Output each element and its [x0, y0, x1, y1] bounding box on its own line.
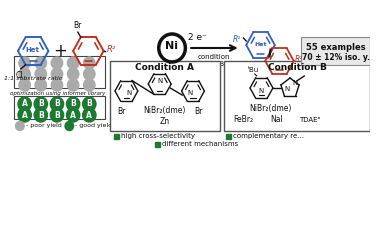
Circle shape	[67, 57, 79, 69]
Text: ᵗBu: ᵗBu	[248, 67, 259, 73]
Circle shape	[35, 57, 47, 69]
Text: - good yield: - good yield	[75, 123, 112, 128]
Circle shape	[19, 68, 30, 80]
Text: B: B	[86, 100, 92, 109]
Text: Condition B: Condition B	[268, 63, 327, 72]
Text: N: N	[127, 90, 132, 96]
Bar	[14, 96, 105, 119]
Text: Ni: Ni	[165, 41, 177, 51]
Circle shape	[83, 68, 95, 80]
Text: high cross-selectivity: high cross-selectivity	[121, 133, 195, 139]
Bar	[114, 134, 119, 139]
Text: TDAEᵃ: TDAEᵃ	[299, 117, 321, 123]
Text: 2 e⁻: 2 e⁻	[188, 34, 207, 42]
Text: A: A	[86, 110, 92, 119]
Circle shape	[83, 108, 96, 122]
Text: R²: R²	[106, 46, 116, 55]
Text: N: N	[292, 80, 297, 86]
Circle shape	[18, 108, 31, 122]
Text: - poor yield: - poor yield	[26, 123, 61, 128]
Bar	[14, 56, 105, 88]
Circle shape	[50, 108, 64, 122]
Text: Br: Br	[117, 107, 126, 116]
Text: NiBr₂(dme): NiBr₂(dme)	[144, 106, 186, 115]
Circle shape	[83, 97, 96, 111]
Text: B: B	[54, 110, 60, 119]
Circle shape	[83, 79, 95, 91]
Text: Br: Br	[74, 21, 82, 30]
Text: N: N	[285, 86, 290, 92]
Bar	[155, 142, 160, 147]
Text: 1:1 substrate ratio: 1:1 substrate ratio	[4, 76, 62, 81]
Text: optimization using informer library: optimization using informer library	[10, 92, 106, 97]
Text: complementary re...: complementary re...	[233, 133, 304, 139]
Text: 55 examples: 55 examples	[306, 43, 365, 52]
FancyBboxPatch shape	[302, 37, 370, 65]
Circle shape	[51, 68, 63, 80]
Circle shape	[34, 97, 47, 111]
Circle shape	[67, 108, 80, 122]
Text: Het: Het	[25, 47, 39, 53]
Circle shape	[19, 79, 30, 91]
Text: NiBr₂(dme): NiBr₂(dme)	[249, 105, 291, 114]
Circle shape	[35, 68, 47, 80]
Text: different mechanisms: different mechanisms	[162, 141, 238, 147]
Text: 70 ± 12% iso. y.: 70 ± 12% iso. y.	[302, 52, 370, 62]
Text: FeBr₂: FeBr₂	[233, 115, 253, 125]
Circle shape	[67, 97, 80, 111]
Circle shape	[67, 79, 79, 91]
Text: Zn: Zn	[160, 117, 170, 126]
Circle shape	[34, 108, 47, 122]
Text: B: B	[70, 100, 76, 109]
Text: B: B	[38, 110, 44, 119]
Circle shape	[65, 122, 74, 131]
Text: A: A	[22, 110, 27, 119]
Bar	[110, 61, 220, 131]
Text: A or B: A or B	[203, 61, 224, 67]
Circle shape	[35, 79, 47, 91]
Bar	[226, 134, 231, 139]
Text: Het: Het	[254, 42, 267, 46]
Text: A: A	[22, 100, 27, 109]
Text: NaI: NaI	[270, 115, 283, 125]
Text: A: A	[70, 110, 76, 119]
Text: N: N	[188, 90, 193, 96]
Text: condition: condition	[198, 54, 230, 60]
Circle shape	[51, 79, 63, 91]
Text: Cl: Cl	[15, 71, 23, 80]
Circle shape	[83, 57, 95, 69]
Text: B: B	[54, 100, 60, 109]
Circle shape	[18, 97, 31, 111]
Text: B: B	[38, 100, 44, 109]
Circle shape	[51, 57, 63, 69]
Circle shape	[67, 68, 79, 80]
Text: R²: R²	[295, 55, 303, 64]
Text: N: N	[259, 88, 264, 94]
Bar	[224, 61, 370, 131]
Text: Br: Br	[194, 107, 203, 116]
Text: Condition A: Condition A	[135, 63, 194, 72]
Circle shape	[19, 57, 30, 69]
Circle shape	[15, 122, 24, 131]
Text: +: +	[53, 42, 67, 60]
Text: R¹: R¹	[233, 34, 241, 43]
Text: N: N	[157, 78, 162, 84]
Circle shape	[50, 97, 64, 111]
